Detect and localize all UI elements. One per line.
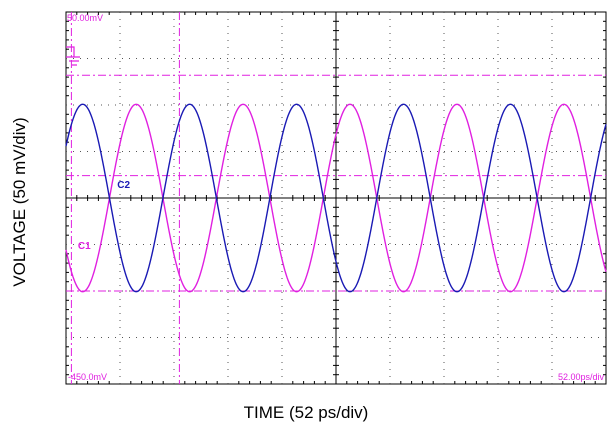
trace-c2	[65, 103, 607, 293]
x-axis-title: TIME (52 ps/div)	[243, 403, 369, 422]
top-level-label: 50.00mV	[67, 13, 103, 23]
bottom-level-label: -450.0mV	[68, 372, 107, 382]
y-axis-title-wrap: VOLTAGE (50 mV/div)	[0, 0, 40, 400]
time-per-div-label: 52.00ps/div	[558, 372, 605, 382]
grid	[66, 12, 606, 384]
trace-c1	[65, 103, 607, 293]
reference-lines	[66, 12, 606, 384]
ground-marker-icon	[66, 46, 80, 66]
y-axis-title: VOLTAGE (50 mV/div)	[10, 117, 29, 287]
series-label-c1: C1	[78, 241, 91, 252]
traces	[65, 103, 607, 293]
series-label-c2: C2	[117, 180, 130, 191]
